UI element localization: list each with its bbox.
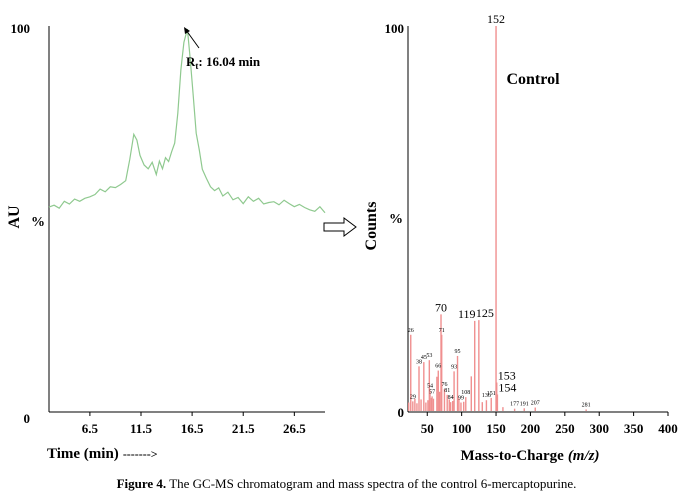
spectrum-peak-label: 26 xyxy=(408,328,414,334)
caption-label: Figure 4. xyxy=(116,476,167,491)
spectrum-peaks xyxy=(407,26,587,411)
chromatogram-panel: 100 0 % AU 6.5 11.5 16.5 21.5 26.5 Rt: 16.04… xyxy=(6,21,326,462)
transition-arrow-icon xyxy=(323,217,357,237)
spectrum-x-tick-label: 50 xyxy=(421,421,434,436)
chromatogram-y-tick-100: 100 xyxy=(11,21,31,36)
spectrum-x-tick-label: 400 xyxy=(658,421,678,436)
spectrum-peak-label: 207 xyxy=(531,401,540,407)
spectrum-peak-label: 54 xyxy=(427,384,433,390)
spectrum-peak-label: 99 xyxy=(458,396,464,402)
spectrum-title: Control xyxy=(506,71,560,88)
rt-annotation-arrowhead xyxy=(184,27,190,34)
chromatogram-x-ticks: 6.5 11.5 16.5 21.5 26.5 xyxy=(82,412,306,436)
spectrum-peak-label: 153 xyxy=(498,369,516,383)
spectrum-peak-label: 125 xyxy=(476,306,494,320)
chromatogram-x-tick-label: 11.5 xyxy=(130,421,153,436)
spectrum-peak-label: 81 xyxy=(444,388,450,394)
chromatogram-y-tick-0: 0 xyxy=(24,411,31,426)
chromatogram-x-tick-label: 21.5 xyxy=(232,421,255,436)
caption-text: The GC-MS chromatogram and mass spectra … xyxy=(169,476,577,491)
spectrum-x-tick-label: 350 xyxy=(624,421,644,436)
chromatogram-x-axis-label: Time (min) -------> xyxy=(47,446,158,462)
spectrum-x-tick-label: 150 xyxy=(486,421,506,436)
chromatogram-percent-label: % xyxy=(31,215,45,230)
spectrum-percent-label: % xyxy=(389,212,403,227)
spectrum-y-axis-label: Counts xyxy=(363,202,380,251)
spectrum-peak-label: 191 xyxy=(520,401,529,407)
spectrum-peak-label: 136 xyxy=(482,393,491,399)
spectrum-peak-label: 76 xyxy=(441,382,447,388)
spectrum-y-tick-100: 100 xyxy=(385,21,405,36)
spectrum-peak-label: 154 xyxy=(498,380,516,394)
spectrum-peak-label: 281 xyxy=(582,402,591,408)
spectrum-peak-label: 38 xyxy=(416,359,422,365)
spectrum-peak-label: 152 xyxy=(487,12,505,26)
spectrum-x-tick-label: 250 xyxy=(555,421,575,436)
spectrum-peak-label: 57 xyxy=(429,389,435,395)
chromatogram-y-axis-label: AU xyxy=(6,205,23,229)
chromatogram-x-tick-label: 6.5 xyxy=(82,421,99,436)
spectrum-peak-label: 119 xyxy=(458,307,476,321)
rt-annotation: Rt: 16.04 min xyxy=(186,54,261,71)
spectrum-peak-label: 95 xyxy=(455,349,461,355)
spectrum-peak-label: 71 xyxy=(439,328,445,334)
spectrum-x-tick-label: 200 xyxy=(521,421,541,436)
chromatogram-x-tick-label: 26.5 xyxy=(283,421,306,436)
spectrum-peak-label: 53 xyxy=(426,353,432,359)
spectrum-peak-label: 93 xyxy=(451,364,457,370)
spectrum-peak-label: 70 xyxy=(435,300,447,314)
rt-annotation-arrow-line xyxy=(185,29,200,49)
spectrum-x-tick-label: 300 xyxy=(589,421,609,436)
spectrum-peak-label: 66 xyxy=(435,364,441,370)
figure-caption: Figure 4. The GC-MS chromatogram and mas… xyxy=(0,476,693,492)
spectrum-y-tick-0: 0 xyxy=(398,405,405,420)
spectrum-x-axis-label: Mass-to-Charge (m/z) xyxy=(461,448,600,464)
chromatogram-series-line xyxy=(48,28,326,214)
spectrum-peak-label: 108 xyxy=(461,390,470,396)
spectrum-peak-label: 45 xyxy=(421,355,427,361)
spectrum-peak-label: 177 xyxy=(510,402,519,408)
chromatogram-x-tick-label: 16.5 xyxy=(181,421,204,436)
spectrum-peak-label: 29 xyxy=(410,394,416,400)
spectrum-x-ticks: 50 100 150 200 250 300 350 400 xyxy=(421,412,678,436)
spectrum-peak-label: 151 xyxy=(487,391,496,397)
spectrum-x-tick-label: 100 xyxy=(452,421,472,436)
spectrum-peak-label: 84 xyxy=(448,395,454,401)
